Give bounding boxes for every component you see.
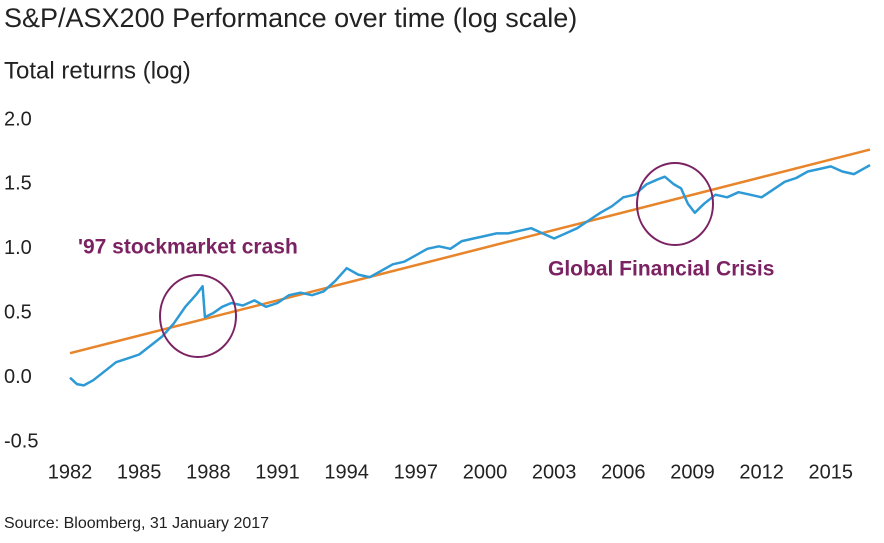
- chart-title: S&P/ASX200 Performance over time (log sc…: [4, 3, 577, 33]
- x-tick-label: 1997: [394, 461, 439, 483]
- x-tick-label: 1994: [324, 461, 369, 483]
- x-tick-label: 2015: [809, 461, 854, 483]
- x-tick-label: 2009: [670, 461, 715, 483]
- y-tick-label: 0.0: [4, 366, 32, 388]
- annotation: '97 stockmarket crash: [78, 236, 298, 259]
- y-tick-label: -0.5: [4, 430, 38, 452]
- highlight-circle: [636, 162, 714, 246]
- series-line: [69, 148, 871, 355]
- highlight-circle: [159, 274, 237, 358]
- x-tick-label: 2006: [601, 461, 646, 483]
- y-tick-label: 2.0: [4, 108, 32, 130]
- source-note: Source: Bloomberg, 31 January 2017: [4, 515, 269, 532]
- x-tick-label: 1985: [117, 461, 162, 483]
- y-tick-label: 0.5: [4, 302, 32, 324]
- x-tick-label: 1982: [48, 461, 93, 483]
- y-tick-label: 1.5: [4, 173, 32, 195]
- x-tick-label: 2012: [739, 461, 784, 483]
- plot-area: 2.0 1.5 1.0 0.5 0.0 -0.5 1982 1985 1988 1991 1994 1…: [4, 108, 871, 483]
- x-tick-label: 2000: [463, 461, 508, 483]
- annotation: Global Financial Crisis: [548, 258, 774, 281]
- series-line: [69, 164, 871, 387]
- x-tick-label: 1991: [255, 461, 300, 483]
- x-tick-label: 1988: [186, 461, 231, 483]
- x-tick-label: 2003: [532, 461, 577, 483]
- y-tick-label: 1.0: [4, 237, 32, 259]
- y-axis-label: Total returns (log): [4, 57, 191, 84]
